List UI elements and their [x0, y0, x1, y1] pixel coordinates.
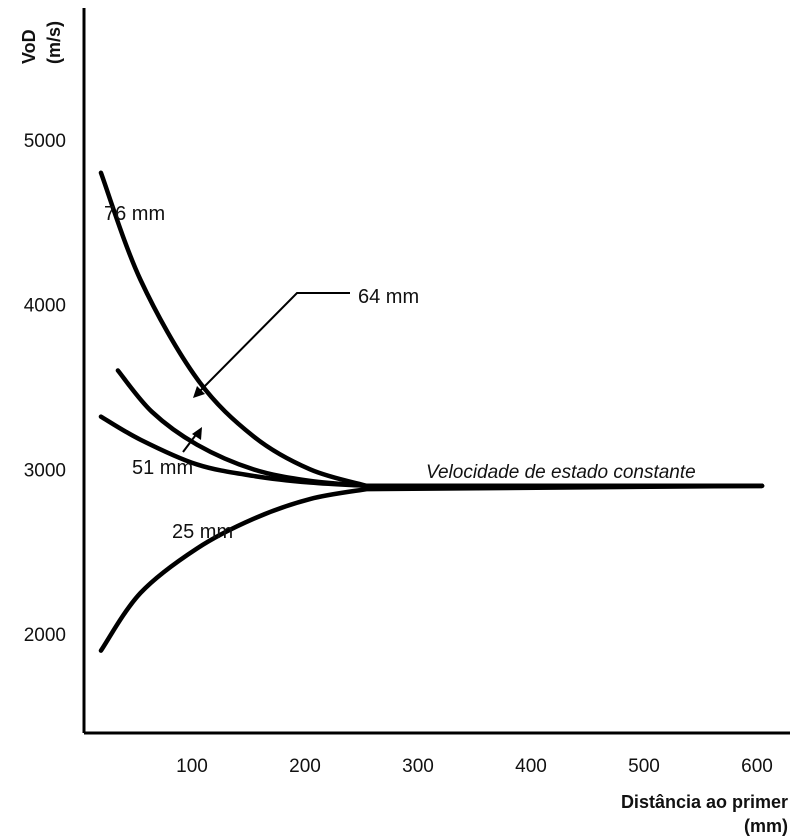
y-axis-unit: (m/s) — [44, 21, 64, 64]
y-tick-label: 4000 — [24, 296, 66, 317]
x-axis-title: Distância ao primer (mm) — [621, 792, 788, 836]
x-tick-label: 300 — [402, 756, 434, 777]
x-tick-label: 100 — [176, 756, 208, 777]
y-tick-label: 3000 — [24, 460, 66, 481]
x-tick-label: 500 — [628, 756, 660, 777]
x-axis-unit: (mm) — [744, 816, 788, 836]
x-tick-label: 200 — [289, 756, 321, 777]
x-tick-label: 400 — [515, 756, 547, 777]
y-tick-label: 2000 — [24, 625, 66, 646]
steady-state-annotation: Velocidade de estado constante — [426, 462, 696, 483]
series-labels: 76 mm 64 mm 51 mm 25 mm Velocidade de es… — [104, 203, 696, 543]
x-tick-labels: 100 200 300 400 500 600 — [176, 756, 773, 777]
series-label-76mm: 76 mm — [104, 203, 165, 225]
axes — [82, 8, 790, 735]
y-tick-labels: 2000 3000 4000 5000 — [24, 131, 66, 646]
y-axis-title: VoD (m/s) — [19, 21, 64, 64]
arrow-64mm — [198, 292, 350, 393]
y-tick-label: 5000 — [24, 131, 66, 152]
series-lines — [98, 170, 765, 653]
arrow-64mm-head — [193, 386, 205, 398]
x-axis-label: Distância ao primer — [621, 792, 788, 812]
arrow-51mm-head — [192, 427, 202, 440]
series-line-51mm — [98, 414, 765, 489]
series-line-76mm — [98, 170, 765, 489]
series-label-51mm: 51 mm — [132, 457, 193, 479]
series-label-64mm: 64 mm — [358, 286, 419, 308]
series-label-25mm: 25 mm — [172, 521, 233, 543]
x-tick-label: 600 — [741, 756, 773, 777]
series-line-25mm — [98, 483, 765, 653]
label-arrows — [182, 292, 350, 453]
y-axis-label: VoD — [19, 29, 39, 64]
